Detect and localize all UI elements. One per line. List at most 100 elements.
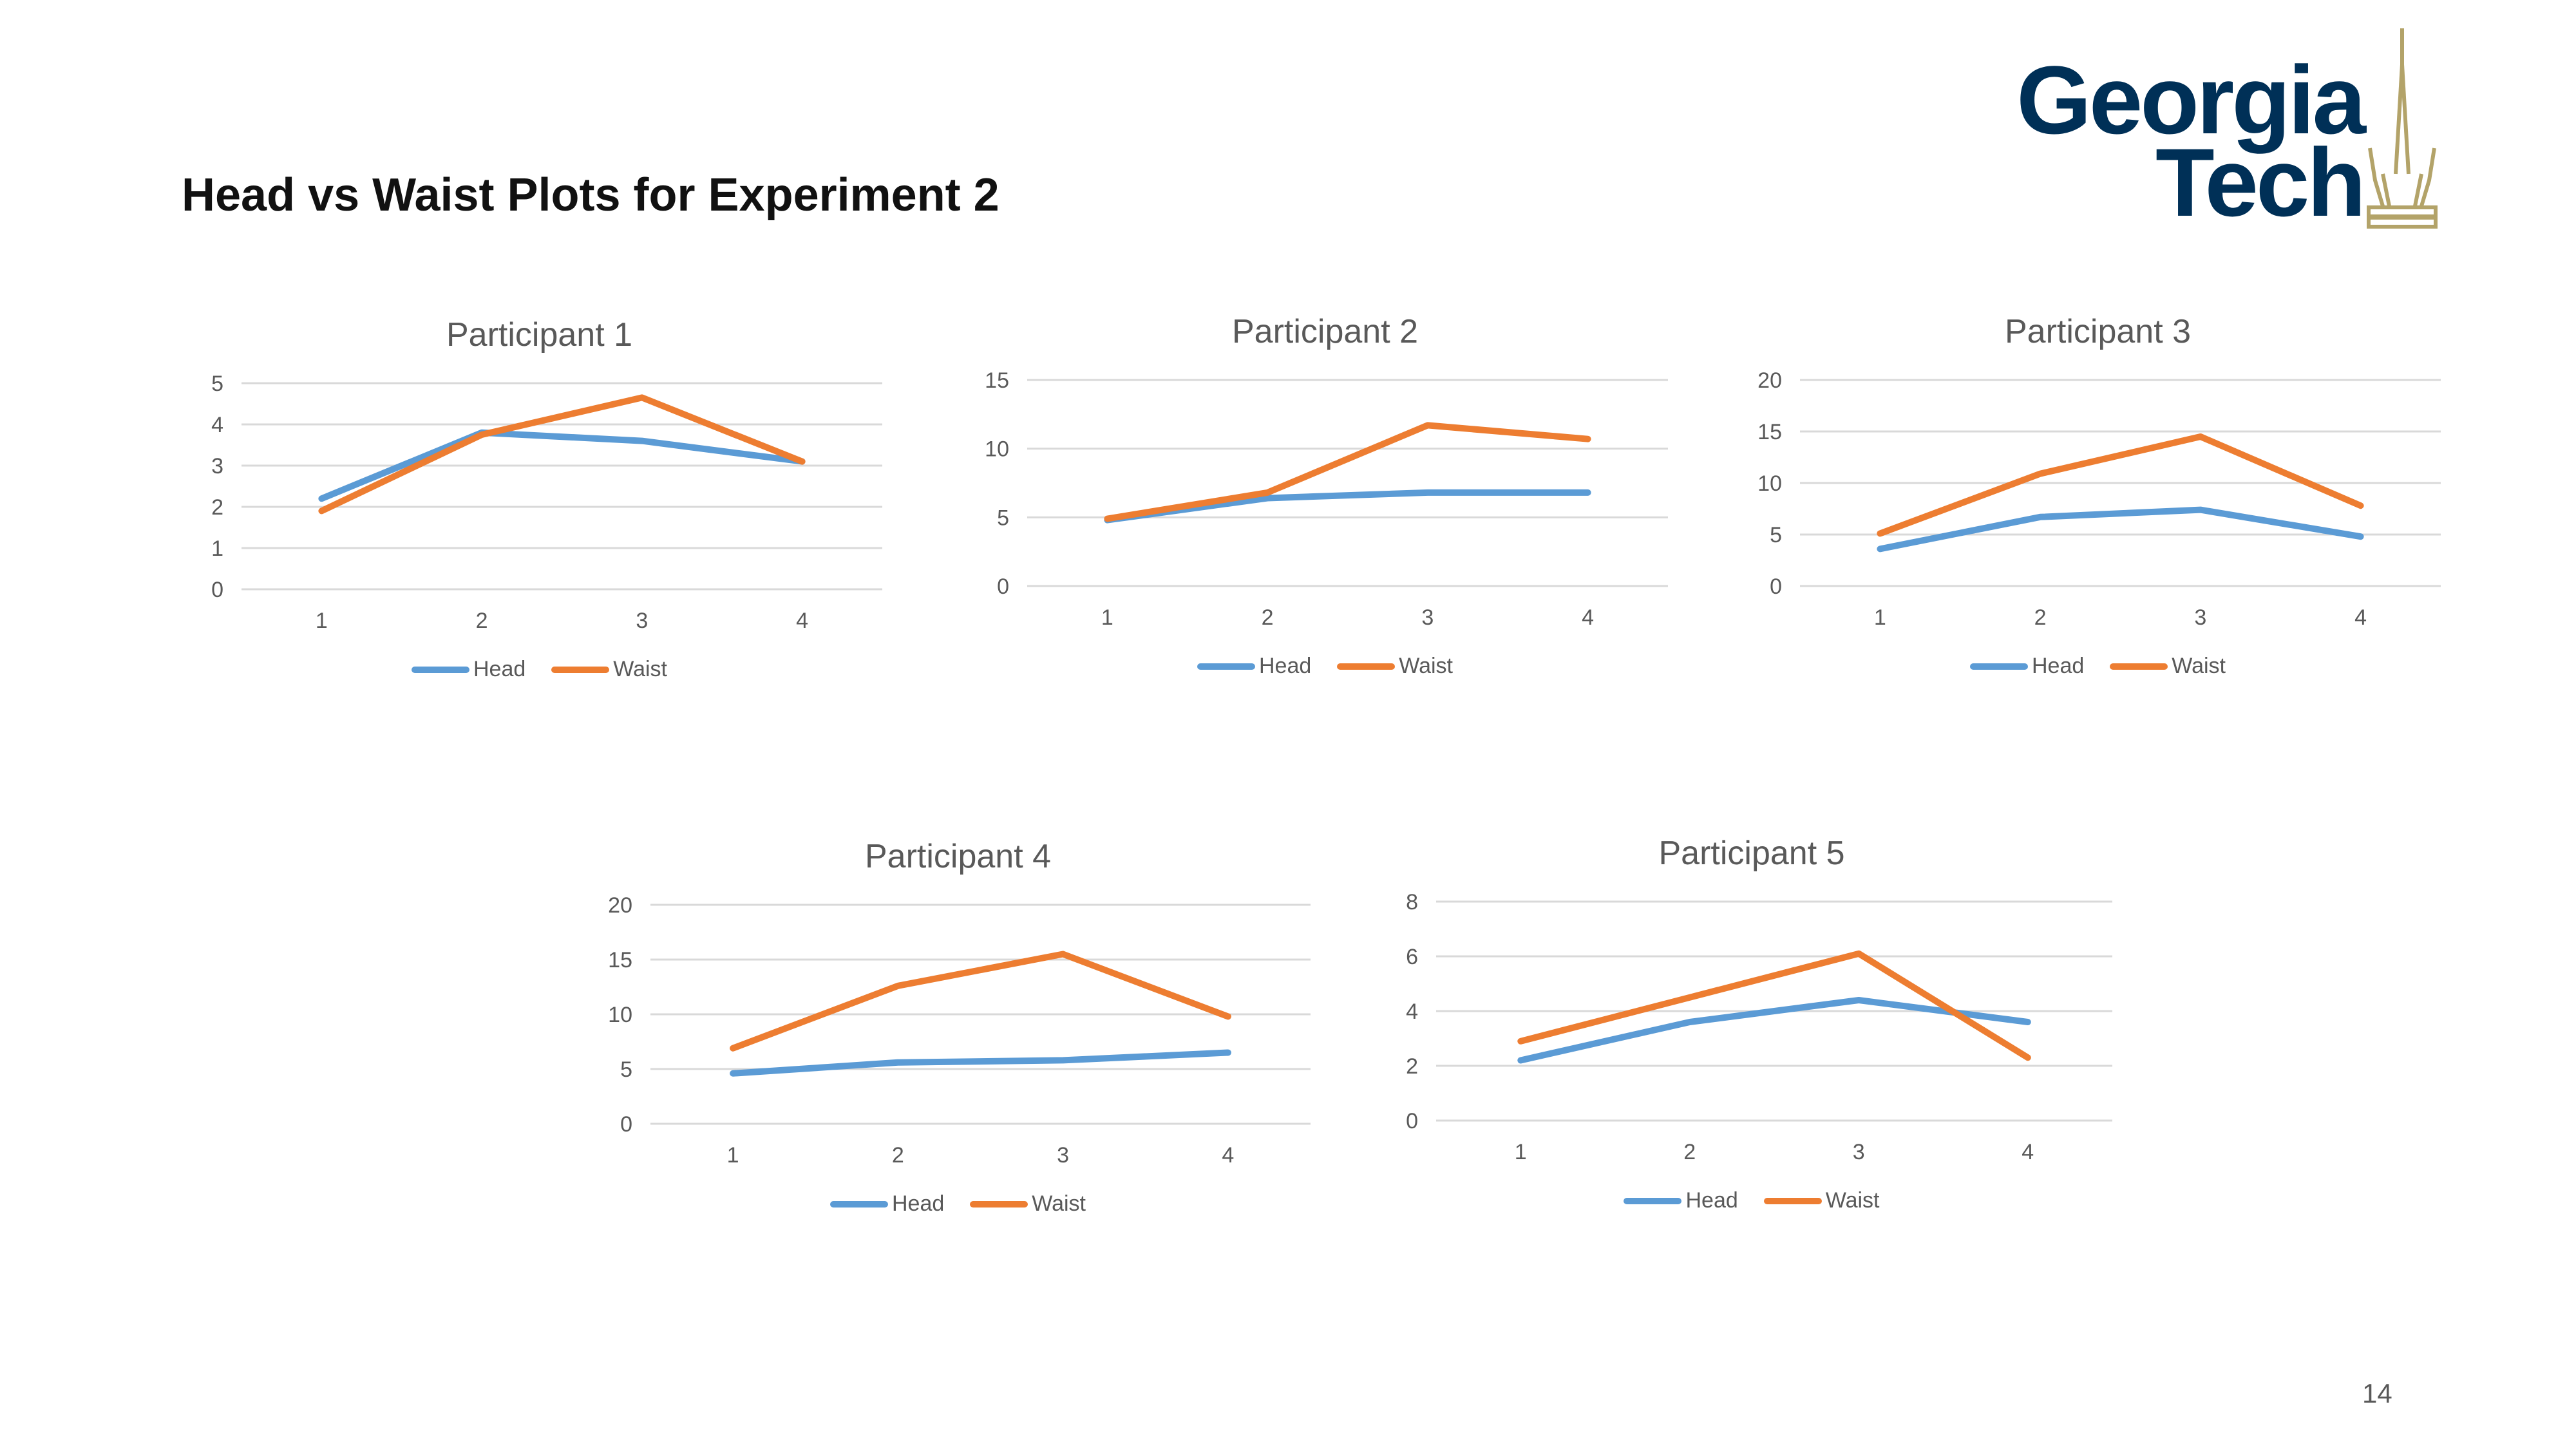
y-tick-label: 0 [211, 578, 223, 602]
legend-item-head: Head [829, 1191, 945, 1217]
chart-title: Participant 4 [864, 838, 1052, 875]
x-tick-label: 1 [1101, 605, 1113, 630]
x-tick-label: 4 [796, 609, 808, 633]
y-tick-label: 5 [1770, 523, 1782, 547]
legend-label: Head [1258, 654, 1312, 678]
legend-label: Head [2031, 654, 2085, 678]
series-line-waist [318, 394, 806, 515]
x-tick-label: 3 [1421, 605, 1434, 630]
legend-label: Waist [1399, 654, 1454, 678]
y-tick-label: 0 [620, 1112, 632, 1137]
chart-plot: 0 5 10 15 20 1 2 3 4 [1757, 368, 2441, 630]
chart-title: Participant 5 [1658, 835, 1845, 872]
y-tick-label: 8 [1406, 890, 1418, 914]
x-tick-label: 1 [316, 609, 328, 633]
chart-plot: 0 2 4 6 8 1 2 3 4 [1406, 890, 2112, 1164]
x-tick-label: 2 [1262, 605, 1274, 630]
y-tick-label: 20 [1757, 368, 1782, 393]
x-tick-label: 2 [476, 609, 488, 633]
logo-line-1: Georgia [2016, 46, 2366, 154]
series-line-head [1517, 997, 2031, 1064]
series-line-waist [730, 951, 1231, 1052]
chart-title: Participant 1 [446, 316, 633, 354]
legend-item-waist: Waist [2110, 654, 2226, 679]
chart-legend: Head Waist [592, 1191, 1323, 1217]
y-tick-label: 4 [1406, 999, 1418, 1024]
chart-participant-2: Participant 2 0 5 10 15 1 2 3 4 Head Waist [969, 306, 1681, 712]
legend-swatch [2110, 663, 2168, 670]
legend-item-head: Head [411, 657, 526, 682]
x-tick-label: 1 [1515, 1140, 1527, 1164]
y-tick-label: 0 [1406, 1109, 1418, 1133]
x-tick-label: 4 [1582, 605, 1594, 630]
chart-legend: Head Waist [1742, 654, 2454, 679]
chart-legend: Head Waist [969, 654, 1681, 679]
series-line-head [318, 429, 806, 502]
chart-participant-5: Participant 5 0 2 4 6 8 1 2 3 4 Head Waist [1378, 828, 2125, 1246]
x-tick-label: 4 [2354, 605, 2367, 630]
series-line-waist [1877, 433, 2364, 537]
legend-swatch [1969, 663, 2028, 670]
legend-label: Head [891, 1191, 945, 1216]
legend-item-head: Head [1624, 1188, 1738, 1213]
y-tick-label: 0 [997, 574, 1009, 599]
y-tick-label: 20 [608, 893, 632, 918]
y-tick-label: 10 [985, 437, 1009, 462]
y-tick-label: 2 [211, 495, 223, 520]
legend-item-waist: Waist [970, 1191, 1086, 1217]
y-tick-label: 4 [211, 413, 223, 437]
page-number: 14 [2362, 1378, 2392, 1408]
georgia-tech-logo: Georgia Tech [1945, 26, 2441, 232]
y-tick-label: 15 [1757, 420, 1782, 444]
x-tick-label: 4 [2022, 1140, 2034, 1164]
chart-plot: 0 1 2 3 4 5 1 2 3 4 [211, 372, 882, 633]
legend-item-head: Head [1197, 654, 1311, 679]
legend-item-waist: Waist [551, 657, 667, 682]
x-tick-label: 3 [1057, 1143, 1069, 1168]
legend-label: Waist [1825, 1188, 1880, 1213]
x-tick-label: 1 [727, 1143, 739, 1168]
series-line-head [1104, 489, 1591, 524]
x-tick-label: 3 [636, 609, 648, 633]
chart-title: Participant 3 [2004, 313, 2192, 350]
y-tick-label: 10 [1757, 471, 1782, 496]
slide-title: Head vs Waist Plots for Experiment 2 [182, 169, 999, 221]
x-tick-label: 2 [1683, 1140, 1696, 1164]
series-line-waist [1104, 422, 1591, 522]
tech-tower-icon [2367, 28, 2438, 229]
legend-swatch [411, 666, 469, 673]
y-tick-label: 5 [997, 506, 1009, 530]
logo-line-2: Tech [2155, 128, 2366, 236]
chart-participant-1: Participant 1 0 1 2 3 4 5 1 2 3 4 Head Waist [184, 309, 895, 715]
chart-participant-3: Participant 3 0 5 10 15 20 1 2 3 4 Head Waist [1742, 306, 2454, 712]
y-tick-label: 2 [1406, 1054, 1418, 1079]
x-tick-label: 2 [2034, 605, 2047, 630]
y-tick-label: 1 [211, 536, 223, 561]
legend-label: Head [1685, 1188, 1738, 1213]
chart-title: Participant 2 [1231, 313, 1419, 350]
x-tick-label: 4 [1222, 1143, 1234, 1168]
y-tick-label: 5 [620, 1057, 632, 1082]
legend-item-head: Head [1969, 654, 2085, 679]
x-tick-label: 1 [1874, 605, 1886, 630]
legend-swatch [970, 1200, 1028, 1208]
legend-label: Head [473, 657, 526, 681]
chart-participant-4: Participant 4 0 5 10 15 20 1 2 3 4 Head Waist [592, 831, 1323, 1249]
y-tick-label: 10 [608, 1003, 632, 1027]
legend-label: Waist [1032, 1191, 1086, 1216]
legend-label: Waist [2172, 654, 2226, 678]
x-tick-label: 3 [1853, 1140, 1865, 1164]
chart-legend: Head Waist [184, 657, 895, 682]
legend-swatch [551, 666, 610, 673]
chart-plot: 0 5 10 15 20 1 2 3 4 [608, 893, 1311, 1168]
chart-plot: 0 5 10 15 1 2 3 4 [985, 368, 1668, 630]
x-tick-label: 2 [892, 1143, 904, 1168]
y-tick-label: 3 [211, 454, 223, 478]
series-line-waist [1517, 950, 2031, 1061]
y-tick-label: 6 [1406, 945, 1418, 969]
y-tick-label: 15 [985, 368, 1009, 393]
legend-label: Waist [613, 657, 668, 681]
x-tick-label: 3 [2194, 605, 2206, 630]
legend-swatch [1337, 663, 1396, 670]
legend-swatch [829, 1200, 888, 1208]
